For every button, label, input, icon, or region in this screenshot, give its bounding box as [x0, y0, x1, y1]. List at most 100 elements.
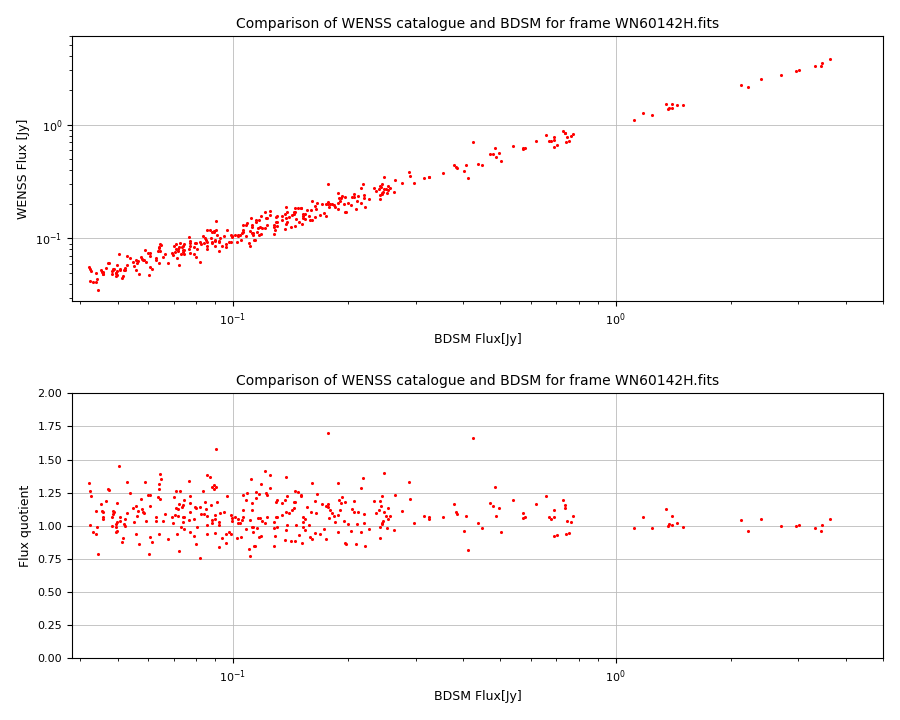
Point — [320, 427, 335, 438]
Point — [322, 512, 337, 523]
Point — [516, 143, 530, 155]
Point — [126, 256, 140, 267]
Point — [373, 505, 387, 516]
Point — [734, 79, 749, 91]
Point — [374, 187, 389, 199]
Point — [471, 518, 485, 529]
Point — [142, 548, 157, 559]
Point — [212, 541, 226, 552]
Point — [298, 209, 312, 220]
Point — [120, 250, 134, 261]
Point — [234, 235, 248, 246]
Point — [176, 516, 191, 528]
Point — [257, 518, 272, 529]
Point — [94, 264, 109, 276]
Point — [94, 505, 109, 517]
Point — [294, 202, 309, 213]
Point — [114, 272, 129, 284]
Point — [166, 249, 181, 261]
Point — [356, 193, 371, 204]
Point — [676, 521, 690, 533]
Point — [233, 230, 248, 241]
Point — [269, 217, 284, 228]
Point — [358, 540, 373, 552]
Point — [194, 238, 208, 249]
Point — [230, 230, 245, 242]
Point — [346, 495, 361, 507]
Point — [274, 214, 289, 225]
Point — [168, 238, 183, 250]
Point — [659, 98, 673, 109]
Point — [506, 140, 520, 152]
Point — [544, 135, 558, 147]
Point — [270, 216, 284, 228]
Point — [547, 511, 562, 523]
Point — [200, 240, 214, 252]
Point — [277, 534, 292, 546]
Point — [402, 477, 417, 488]
Point — [294, 489, 309, 500]
Point — [95, 266, 110, 278]
Point — [394, 505, 409, 517]
Point — [253, 222, 267, 233]
Point — [436, 511, 450, 523]
Point — [373, 532, 387, 544]
Point — [260, 219, 274, 230]
Point — [133, 493, 148, 505]
Point — [374, 495, 388, 506]
Point — [184, 490, 198, 502]
Point — [118, 264, 132, 276]
Point — [304, 204, 319, 216]
Point — [421, 513, 436, 524]
Point — [258, 487, 273, 499]
Title: Comparison of WENSS catalogue and BDSM for frame WN60142H.fits: Comparison of WENSS catalogue and BDSM f… — [236, 374, 719, 388]
Point — [354, 197, 368, 208]
Point — [96, 269, 111, 280]
Point — [205, 514, 220, 526]
Y-axis label: WENSS Flux [Jy]: WENSS Flux [Jy] — [17, 118, 30, 219]
Point — [310, 197, 324, 208]
Point — [245, 497, 259, 508]
Point — [267, 221, 282, 233]
Point — [101, 484, 115, 495]
Point — [102, 258, 116, 269]
Point — [244, 212, 258, 224]
Point — [296, 516, 310, 528]
Point — [345, 503, 359, 515]
Point — [338, 191, 353, 202]
X-axis label: BDSM Flux[Jy]: BDSM Flux[Jy] — [434, 690, 521, 703]
Point — [177, 495, 192, 506]
Point — [212, 236, 227, 248]
Point — [95, 506, 110, 518]
Point — [171, 243, 185, 254]
Point — [558, 528, 572, 539]
Point — [489, 151, 503, 163]
Point — [558, 127, 572, 139]
Point — [212, 519, 227, 531]
Point — [279, 525, 293, 536]
Point — [254, 228, 268, 240]
Point — [302, 531, 317, 543]
Point — [189, 539, 203, 550]
Point — [230, 532, 245, 544]
Point — [321, 197, 336, 208]
Point — [177, 238, 192, 250]
Point — [239, 220, 254, 231]
Point — [321, 502, 336, 513]
Point — [823, 53, 837, 64]
Point — [141, 490, 156, 501]
Point — [193, 256, 207, 268]
Point — [402, 171, 417, 182]
Point — [380, 187, 394, 199]
Point — [358, 202, 373, 213]
Point — [89, 276, 104, 288]
Point — [266, 219, 281, 230]
Point — [516, 512, 530, 523]
Point — [379, 510, 393, 522]
Point — [117, 518, 131, 530]
Point — [236, 505, 250, 516]
Point — [350, 518, 365, 529]
Point — [279, 506, 293, 518]
Point — [190, 243, 204, 255]
Point — [239, 523, 254, 535]
